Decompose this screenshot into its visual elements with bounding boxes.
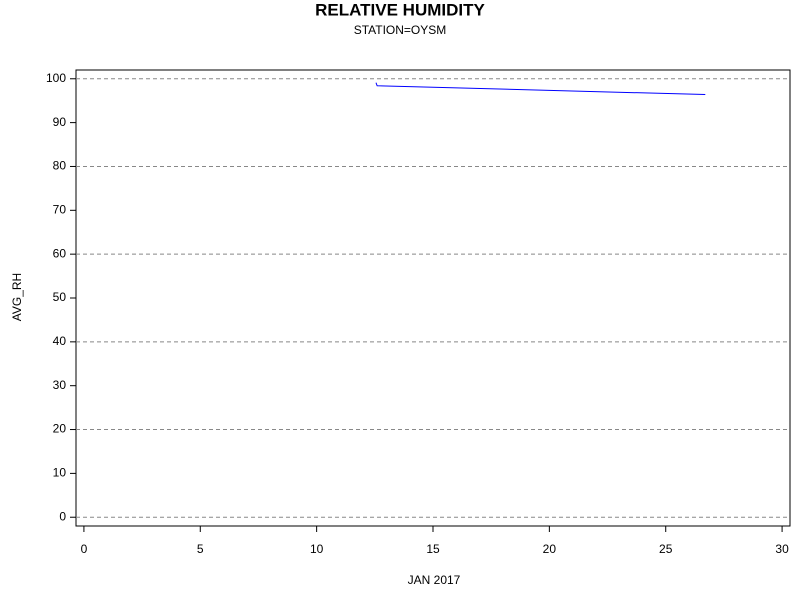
y-axis-label: AVG_RH <box>10 273 24 321</box>
chart-title: RELATIVE HUMIDITY <box>315 0 485 19</box>
y-tick-label: 50 <box>53 290 67 304</box>
chart-subtitle: STATION=OYSM <box>354 23 447 37</box>
data-line <box>375 82 706 96</box>
x-tick-label: 30 <box>775 542 789 556</box>
x-tick-label: 5 <box>197 542 204 556</box>
x-tick-label: 15 <box>426 542 440 556</box>
x-tick-label: 25 <box>659 542 673 556</box>
y-tick-label: 80 <box>53 159 67 173</box>
y-tick-label: 90 <box>53 115 67 129</box>
y-tick-label: 0 <box>59 509 66 523</box>
x-axis-label: JAN 2017 <box>408 573 461 587</box>
y-tick-label: 70 <box>53 202 67 216</box>
y-tick-label: 30 <box>53 378 67 392</box>
plot-frame <box>75 69 791 527</box>
y-tick-label: 10 <box>53 466 67 480</box>
y-tick-label: 60 <box>53 246 67 260</box>
x-tick-label: 20 <box>543 542 557 556</box>
x-tick-label: 10 <box>310 542 324 556</box>
y-tick-label: 100 <box>46 71 66 85</box>
y-tick-label: 20 <box>53 422 67 436</box>
y-tick-label: 40 <box>53 334 67 348</box>
x-tick-label: 0 <box>81 542 88 556</box>
